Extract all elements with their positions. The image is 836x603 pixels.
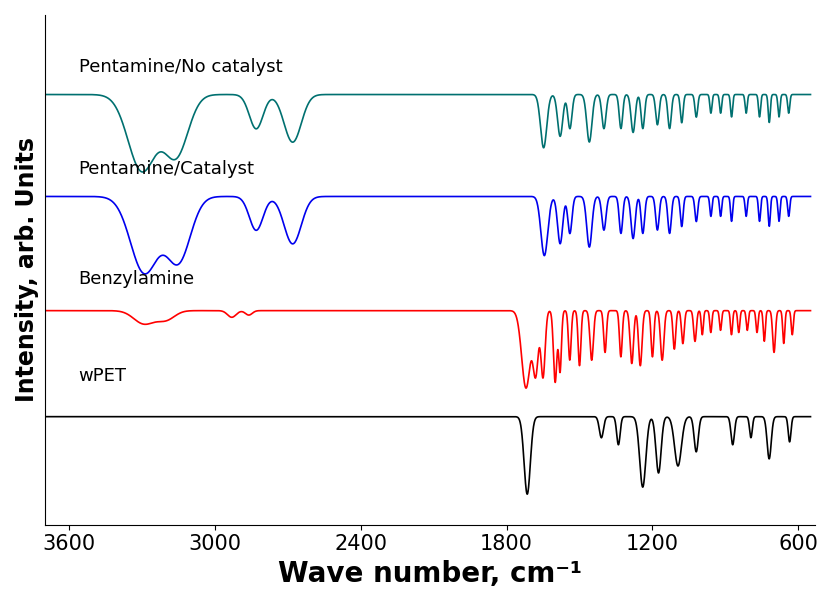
Text: wPET: wPET [79, 367, 126, 385]
Text: Pentamine/No catalyst: Pentamine/No catalyst [79, 58, 283, 76]
Y-axis label: Intensity, arb. Units: Intensity, arb. Units [15, 137, 39, 402]
Text: Pentamine/Catalyst: Pentamine/Catalyst [79, 160, 255, 178]
Text: Benzylamine: Benzylamine [79, 270, 195, 288]
X-axis label: Wave number, cm⁻¹: Wave number, cm⁻¹ [278, 560, 582, 588]
